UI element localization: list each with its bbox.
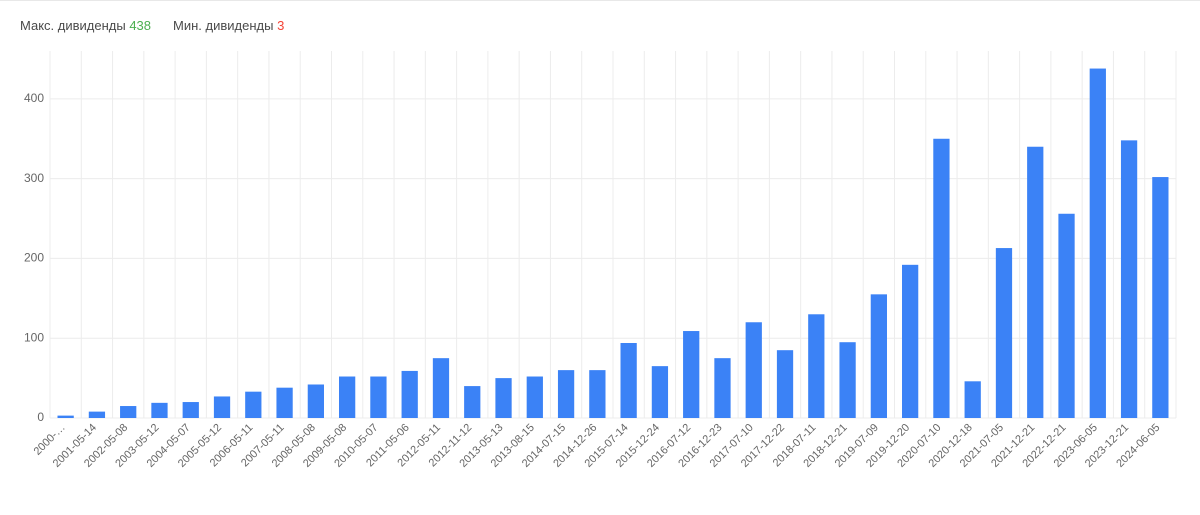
bar[interactable]: [245, 392, 261, 418]
y-tick-label: 400: [24, 91, 44, 105]
legend-min: Мин. дивиденды 3: [173, 17, 284, 35]
bar[interactable]: [308, 385, 324, 419]
bar[interactable]: [1027, 147, 1043, 418]
y-tick-label: 300: [24, 171, 44, 185]
bar[interactable]: [621, 343, 637, 418]
bar[interactable]: [933, 139, 949, 418]
bar[interactable]: [1152, 177, 1168, 418]
bar[interactable]: [151, 403, 167, 418]
legend-max-value: 438: [129, 18, 151, 33]
bar[interactable]: [683, 331, 699, 418]
bar[interactable]: [339, 377, 355, 418]
bar[interactable]: [839, 342, 855, 418]
bar[interactable]: [996, 248, 1012, 418]
chart-card: Макс. дивиденды 438 Мин. дивиденды 3 0 10…: [0, 0, 1200, 515]
bar[interactable]: [871, 295, 887, 419]
bar[interactable]: [1090, 69, 1106, 418]
y-tick-label: 200: [24, 251, 44, 265]
bar[interactable]: [589, 370, 605, 418]
bar-chart: 01002003004002000-…2001-05-142002-05-082…: [18, 41, 1182, 496]
legend-min-label: Мин. дивиденды: [173, 18, 273, 33]
bar[interactable]: [402, 371, 418, 418]
chart-svg: 01002003004002000-…2001-05-142002-05-082…: [18, 41, 1182, 496]
bar[interactable]: [214, 397, 230, 419]
bar[interactable]: [495, 378, 511, 418]
bar[interactable]: [558, 370, 574, 418]
bar[interactable]: [902, 265, 918, 418]
legend-max-label: Макс. дивиденды: [20, 18, 126, 33]
y-tick-label: 0: [37, 410, 44, 424]
bar[interactable]: [777, 350, 793, 418]
bar[interactable]: [808, 314, 824, 418]
y-tick-label: 100: [24, 331, 44, 345]
bar[interactable]: [183, 402, 199, 418]
bar[interactable]: [276, 388, 292, 418]
bar[interactable]: [746, 322, 762, 418]
bar[interactable]: [714, 358, 730, 418]
bar[interactable]: [370, 377, 386, 418]
bar[interactable]: [1121, 141, 1137, 419]
bar[interactable]: [464, 386, 480, 418]
legend: Макс. дивиденды 438 Мин. дивиденды 3: [18, 11, 1182, 41]
legend-min-value: 3: [277, 18, 284, 33]
bar[interactable]: [120, 406, 136, 418]
bar[interactable]: [58, 416, 74, 418]
bar[interactable]: [1058, 214, 1074, 418]
bar[interactable]: [433, 358, 449, 418]
bar[interactable]: [527, 377, 543, 418]
legend-max: Макс. дивиденды 438: [20, 17, 151, 35]
bar[interactable]: [965, 381, 981, 418]
bar[interactable]: [652, 366, 668, 418]
bar[interactable]: [89, 412, 105, 418]
